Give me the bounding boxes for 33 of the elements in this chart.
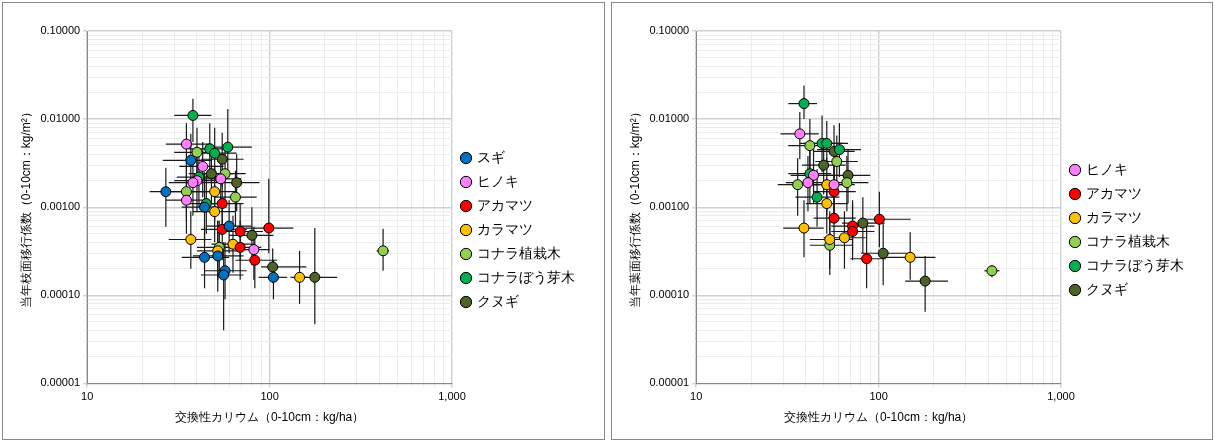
y-tick-label: 0.01000 (648, 112, 689, 125)
y-tick-label: 0.01000 (40, 112, 81, 125)
legend-label: コナラぼう芽木 (1085, 256, 1184, 273)
y-axis-title: 当年枝面移行係数（0-10cm：kg/m²） (18, 106, 33, 309)
legend-label: カラマツ (1085, 208, 1142, 225)
legend-label: コナラぼう芽木 (477, 268, 575, 285)
legend-label: スギ (477, 148, 505, 165)
x-tick-label: 10 (81, 390, 94, 403)
x-axis-title: 交換性カリウム（0-10cm：kg/ha） (783, 410, 973, 425)
legend-label: カラマツ (477, 220, 533, 237)
legend-label: アカマツ (1085, 184, 1142, 201)
x-tick-label: 10 (689, 390, 702, 403)
x-tick-label: 1,000 (438, 390, 466, 403)
x-axis-title: 交換性カリウム（0-10cm：kg/ha） (174, 410, 365, 425)
y-tick-label: 0.00010 (40, 288, 81, 301)
legend-label: クヌギ (477, 292, 519, 309)
y-tick-label: 0.00001 (648, 376, 689, 389)
legend-label: ヒノキ (477, 172, 519, 189)
y-axis-title: 当年葉面移行係数（0-10cm：kg/m²） (627, 106, 642, 309)
legend-label: ヒノキ (1085, 160, 1128, 177)
y-tick-label: 0.00010 (648, 288, 689, 301)
x-tick-label: 100 (260, 390, 279, 403)
legend-label: クヌギ (1085, 280, 1128, 297)
legend-label: コナラ植栽木 (1085, 232, 1170, 249)
y-tick-label: 0.00100 (40, 200, 81, 213)
y-tick-label: 0.10000 (40, 24, 81, 37)
x-tick-label: 1,000 (1046, 390, 1075, 403)
y-tick-label: 0.10000 (648, 24, 689, 37)
legend-label: アカマツ (477, 196, 533, 213)
y-tick-label: 0.00001 (40, 376, 81, 389)
x-tick-label: 100 (868, 390, 888, 403)
y-tick-label: 0.00100 (648, 200, 689, 213)
legend-label: コナラ植栽木 (477, 244, 561, 261)
